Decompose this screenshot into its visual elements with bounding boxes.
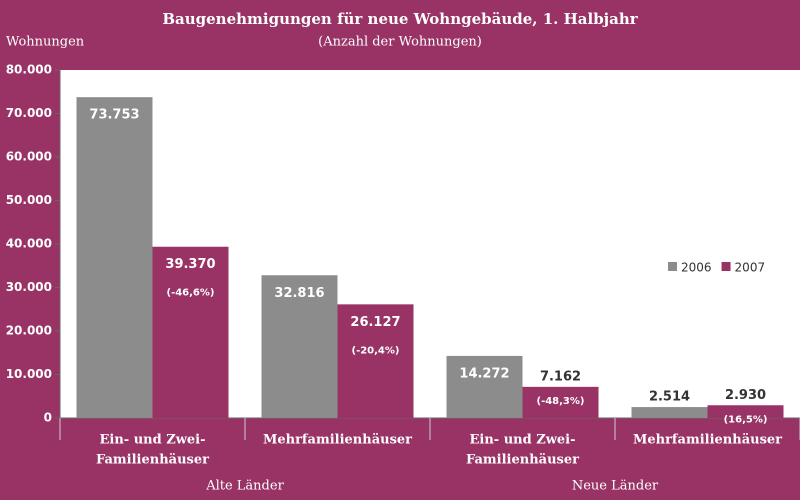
bar <box>261 275 338 418</box>
x-tick-label: Familienhäuser <box>96 453 209 468</box>
change-label: (-48,3%) <box>537 396 585 407</box>
y-tick-label: 40.000 <box>6 237 52 251</box>
legend-label: 2006 <box>681 261 712 275</box>
x-tick-label: Ein- und Zwei- <box>469 433 575 448</box>
data-label: 32.816 <box>274 286 324 301</box>
legend-swatch <box>668 262 677 271</box>
change-label: (-20,4%) <box>352 345 400 356</box>
data-label: 7.162 <box>540 369 581 384</box>
y-tick-label: 60.000 <box>6 150 52 164</box>
bar <box>446 355 523 418</box>
y-axis-label: Wohnungen <box>6 35 85 50</box>
bar <box>337 304 414 418</box>
y-tick-label: 10.000 <box>6 367 52 381</box>
y-tick-label: 0 <box>44 411 52 425</box>
y-tick-label: 30.000 <box>6 280 52 294</box>
y-tick-label: 50.000 <box>6 193 52 207</box>
chart-subtitle: (Anzahl der Wohnungen) <box>318 35 482 50</box>
bar <box>522 386 599 418</box>
bar <box>152 246 229 418</box>
change-label: (-46,6%) <box>167 288 215 299</box>
y-tick-label: 80.000 <box>6 63 52 77</box>
bar <box>76 97 153 419</box>
x-tick-label: Ein- und Zwei- <box>99 433 205 448</box>
data-label: 73.753 <box>89 108 139 123</box>
data-label: 26.127 <box>350 315 400 330</box>
legend-label: 2007 <box>735 261 766 275</box>
data-label: 14.272 <box>459 366 509 381</box>
x-tick-label: Familienhäuser <box>466 453 579 468</box>
y-tick-label: 20.000 <box>6 324 52 338</box>
change-label: (16,5%) <box>724 414 768 425</box>
y-tick-label: 70.000 <box>6 106 52 120</box>
x-tick-label: Mehrfamilienhäuser <box>263 433 412 448</box>
group-label: Alte Länder <box>205 479 284 494</box>
x-tick-label: Mehrfamilienhäuser <box>633 433 782 448</box>
bar <box>707 405 784 418</box>
data-label: 39.370 <box>165 257 215 272</box>
data-label: 2.930 <box>725 388 766 403</box>
bar <box>631 407 708 418</box>
legend-swatch <box>721 262 731 271</box>
group-label: Neue Länder <box>572 479 659 494</box>
data-label: 2.514 <box>649 390 690 405</box>
chart-title: Baugenehmigungen für neue Wohngebäude, 1… <box>162 10 638 28</box>
